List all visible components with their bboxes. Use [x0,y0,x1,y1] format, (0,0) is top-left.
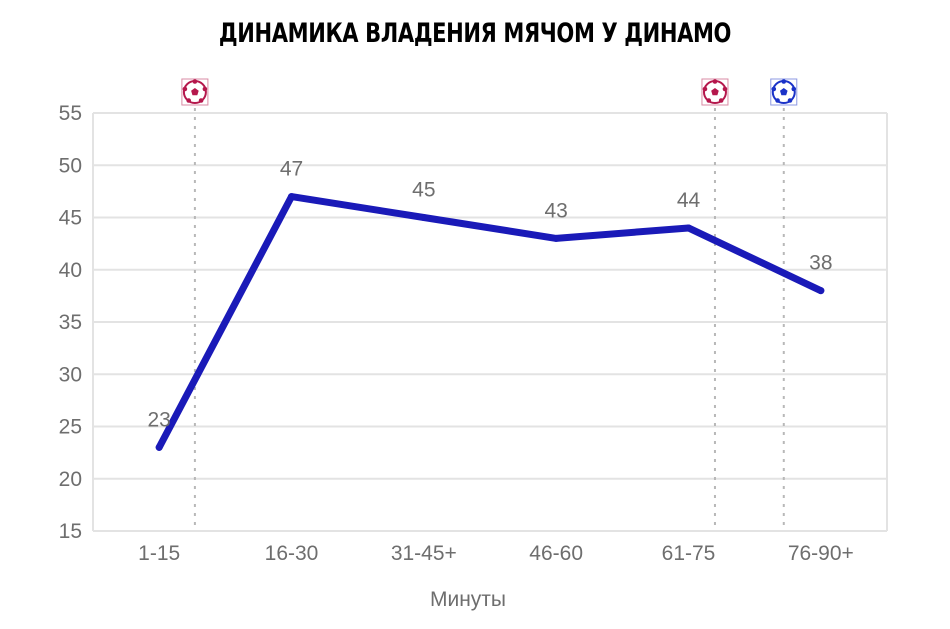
x-tick-label: 46-60 [529,542,583,565]
x-tick-label: 76-90+ [788,542,854,565]
data-label: 47 [280,158,303,181]
data-point [817,287,825,295]
soccer-ball-icon [181,78,209,106]
data-label: 38 [809,252,832,275]
data-labels: 23 47 45 43 44 38 [147,158,832,432]
soccer-ball-icon [770,78,798,106]
y-tick-label: 45 [59,207,82,230]
data-point [288,193,295,201]
y-tick-label: 40 [59,259,82,282]
data-point [420,214,428,221]
series-line [155,193,825,451]
y-tick-label: 50 [59,154,82,177]
data-label: 44 [677,189,701,212]
data-point [155,443,163,451]
goal-markers [181,78,798,531]
chart-title: ДИНАМИКА ВЛАДЕНИЯ МЯЧОМ У ДИНАМО [218,18,732,49]
x-axis-ticks: 1-15 16-30 31-45+ 46-60 61-75 76-90+ [138,542,854,565]
y-tick-label: 30 [59,363,82,386]
y-tick-label: 15 [59,520,82,543]
x-tick-label: 16-30 [265,542,319,565]
data-point [552,234,560,242]
x-tick-label: 31-45+ [391,542,457,565]
soccer-ball-icon [701,78,729,106]
y-tick-label: 25 [59,416,82,439]
grid-lines [92,112,888,532]
data-label: 23 [147,408,170,431]
x-tick-label: 61-75 [662,542,716,565]
y-tick-label: 35 [59,311,82,334]
series-group [155,193,825,451]
y-tick-label: 20 [59,468,82,491]
data-label: 43 [544,199,567,222]
y-axis-ticks: 15 20 25 30 35 40 45 50 55 [59,102,82,543]
y-tick-label: 55 [59,102,82,125]
data-point [685,224,692,232]
data-label: 45 [412,179,435,202]
x-tick-label: 1-15 [138,542,180,565]
x-axis-label: Минуты [430,588,506,611]
